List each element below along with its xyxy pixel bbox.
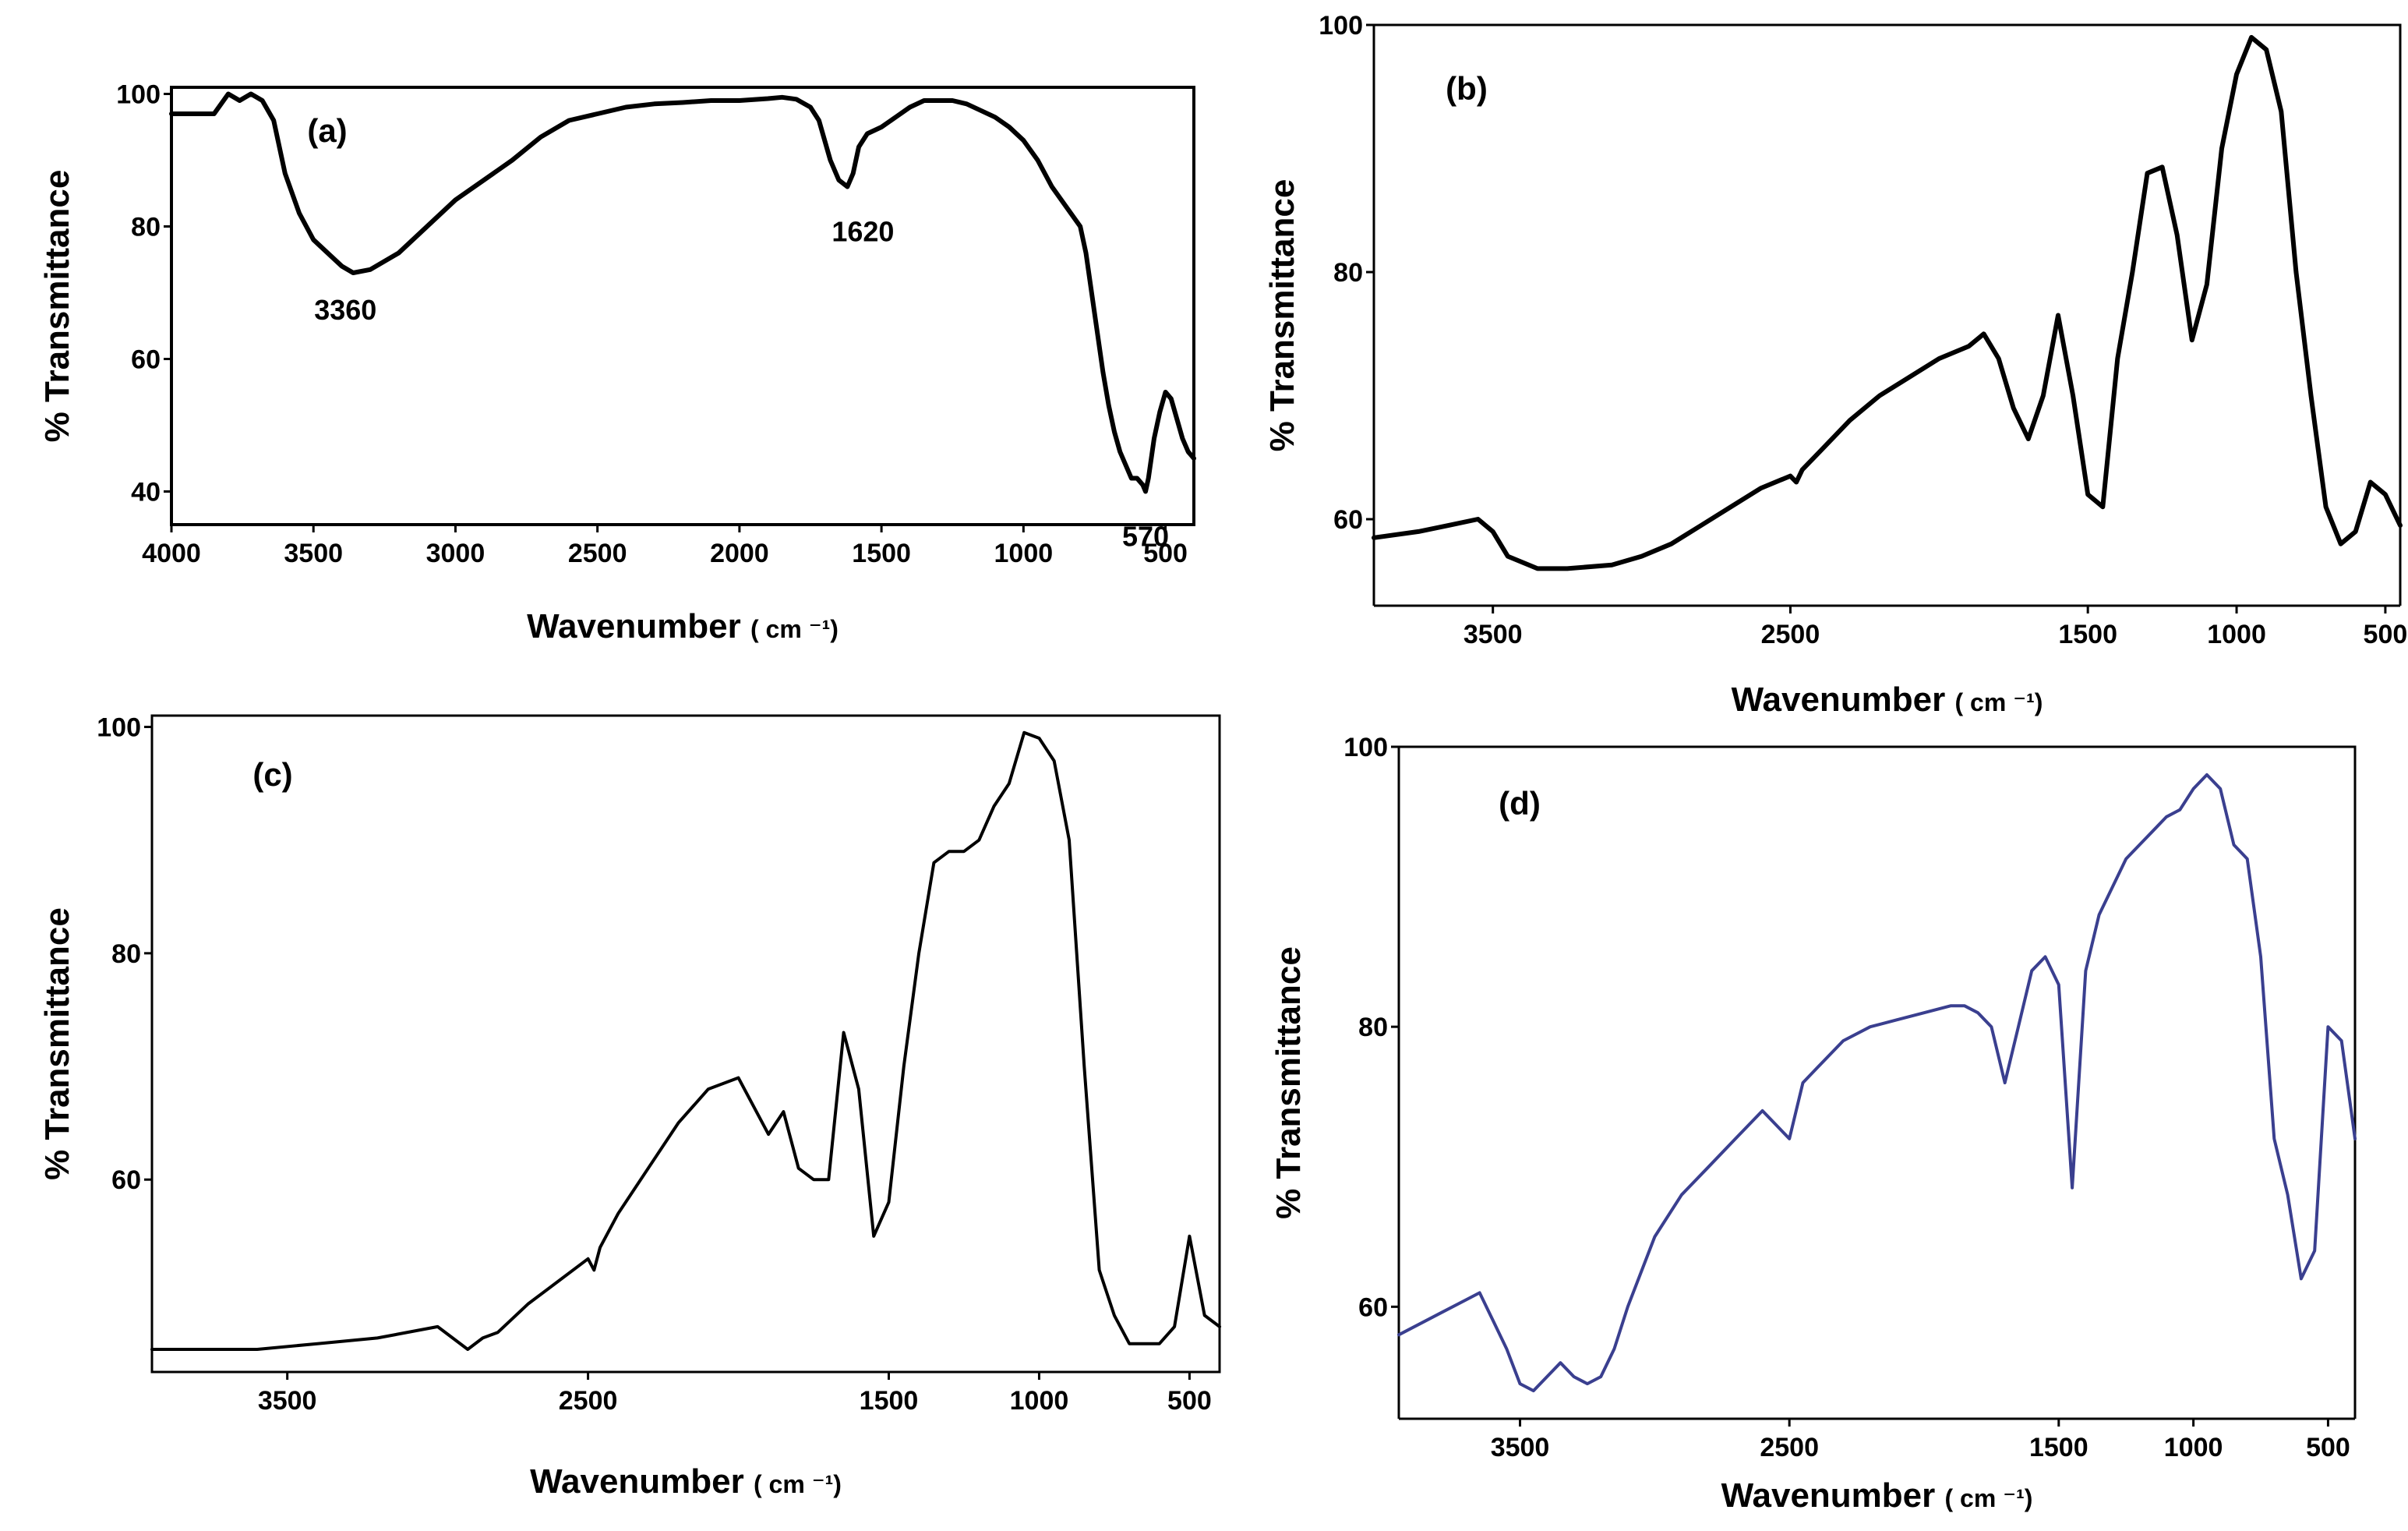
spectrum-line-b	[1372, 34, 2403, 571]
y-axis-title: % Transmittance	[1269, 946, 1308, 1219]
x-axis-title: Wavenumber ( cm ⁻¹)	[1721, 1476, 2033, 1515]
x-tick-label: 2500	[568, 539, 627, 568]
x-tick-label: 1500	[852, 539, 911, 568]
y-tick-label: 60	[1333, 505, 1363, 535]
y-tick-label: 100	[116, 80, 161, 110]
plot-frame	[1397, 745, 2357, 1419]
x-tick-label: 2000	[710, 539, 769, 568]
x-tick-label: 3500	[284, 539, 343, 568]
x-axis-title: Wavenumber ( cm ⁻¹)	[1732, 681, 2043, 719]
spectrum-line-c	[150, 730, 1221, 1351]
x-tick-label: 3500	[1491, 1433, 1550, 1462]
x-axis-unit: ( cm ⁻¹)	[750, 615, 839, 643]
x-axis-title-text: Wavenumber	[1721, 1476, 1945, 1515]
panel-d: 3500 2500 1500 1000 500 60 80 100 Wavenumber ( c…	[1269, 733, 2357, 1515]
x-tick-label: 1000	[2164, 1433, 2223, 1462]
panel-b: 3500 2500 1500 1000 500 60 80 100 Wavenumber ( c…	[1263, 11, 2407, 719]
y-tick-label: 80	[111, 939, 141, 969]
peak-label-1620: 1620	[832, 216, 894, 248]
x-tick-label: 3500	[1464, 620, 1523, 649]
x-axis-title: Wavenumber ( cm ⁻¹)	[527, 607, 839, 645]
y-tick-label: 60	[131, 345, 161, 375]
x-tick-label: 4000	[142, 539, 201, 568]
x-tick-label: 500	[2364, 620, 2408, 649]
y-tick-label: 100	[1319, 11, 1363, 41]
y-axis-title: % Transmittance	[38, 907, 76, 1180]
x-tick-label: 500	[1143, 539, 1188, 568]
y-axis-title: % Transmittance	[38, 170, 76, 443]
spectrum-line-a	[169, 91, 1196, 494]
plot-frame	[1372, 23, 2402, 606]
y-tick-label: 80	[131, 213, 161, 242]
peak-label-570: 570	[1122, 521, 1169, 553]
x-axis-title-text: Wavenumber	[527, 607, 750, 645]
x-tick-label: 3000	[426, 539, 485, 568]
x-axis-title-text: Wavenumber	[530, 1462, 754, 1501]
x-tick-label: 2500	[1761, 620, 1820, 649]
plot-frame	[150, 714, 1221, 1374]
panel-label: (d)	[1499, 785, 1541, 822]
x-axis-unit: ( cm ⁻¹)	[1945, 1484, 2033, 1512]
y-tick-label: 100	[97, 713, 141, 743]
x-tick-label: 1500	[2029, 1433, 2088, 1462]
y-tick-label: 40	[131, 478, 161, 507]
x-tick-label: 3500	[258, 1386, 317, 1416]
y-tick-label: 60	[111, 1165, 141, 1195]
panel-c: 3500 2500 1500 1000 500 60 80 100 Wavenumber ( c…	[38, 713, 1221, 1501]
x-tick-label: 500	[1167, 1386, 1212, 1416]
x-axis-title-text: Wavenumber	[1732, 681, 1955, 719]
peak-label-3360: 3360	[314, 294, 376, 326]
y-tick-label: 100	[1343, 733, 1388, 762]
panel-label: (b)	[1446, 70, 1488, 107]
x-axis-title: Wavenumber ( cm ⁻¹)	[530, 1462, 842, 1501]
x-tick-label: 500	[2306, 1433, 2350, 1462]
panel-label: (c)	[252, 756, 292, 793]
y-tick-label: 60	[1358, 1292, 1388, 1322]
y-axis-title: % Transmittance	[1263, 179, 1301, 452]
x-tick-label: 1000	[994, 539, 1054, 568]
x-tick-label: 1500	[860, 1386, 919, 1416]
x-tick-label: 2500	[559, 1386, 618, 1416]
x-tick-label: 1000	[2207, 620, 2266, 649]
panel-label: (a)	[307, 112, 347, 149]
x-tick-label: 1000	[1010, 1386, 1069, 1416]
plot-frame	[170, 86, 1195, 526]
y-tick-label: 80	[1358, 1013, 1388, 1042]
panel-a: 4000 3500 3000 2500 2000 1500 1000 500 40 60 80 100…	[38, 80, 1196, 645]
x-axis-unit: ( cm ⁻¹)	[754, 1470, 842, 1498]
spectrum-line-d	[1397, 773, 2357, 1393]
y-tick-label: 80	[1333, 258, 1363, 288]
x-tick-label: 2500	[1760, 1433, 1819, 1462]
x-axis-unit: ( cm ⁻¹)	[1955, 688, 2043, 716]
x-tick-label: 1500	[2058, 620, 2117, 649]
